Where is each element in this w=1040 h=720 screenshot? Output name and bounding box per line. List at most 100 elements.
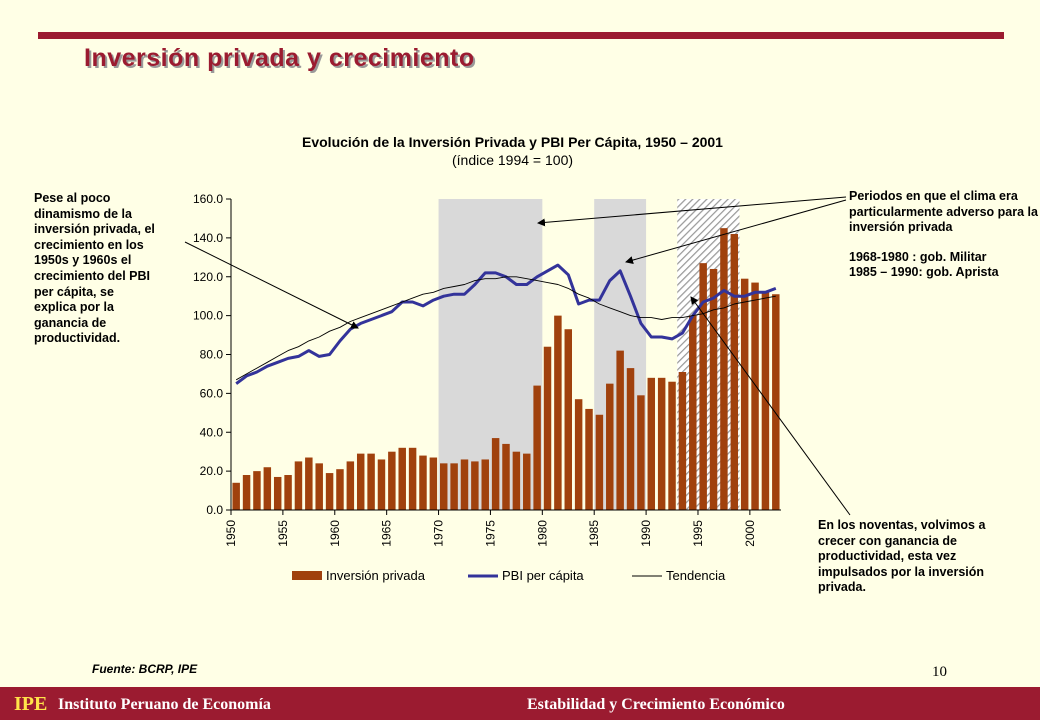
bar-inversion [502, 443, 510, 510]
bar-inversion [616, 350, 624, 510]
annotation-arrow [537, 196, 847, 227]
bar-inversion [481, 459, 489, 510]
chart-subtitle: (índice 1994 = 100) [451, 152, 574, 168]
bar-inversion [273, 476, 282, 510]
bar-inversion [450, 463, 458, 510]
bar-inversion [325, 473, 334, 510]
bar-inversion [543, 346, 552, 510]
bar-inversion [491, 438, 500, 510]
y-tick-label: 160.0 [193, 192, 223, 206]
x-tick-label: 1955 [276, 520, 290, 547]
bar-inversion [305, 457, 313, 510]
left-annotation: Pese al poco dinamismo de la inversión p… [34, 191, 155, 346]
bar-inversion [637, 395, 645, 510]
bar-inversion [440, 463, 448, 510]
x-tick-label: 1975 [483, 520, 497, 547]
bar-inversion [460, 459, 469, 510]
bar-inversion [232, 482, 240, 510]
legend-label-trend: Tendencia [666, 568, 726, 583]
bar-inversion [336, 469, 344, 510]
x-tick-label: 1965 [380, 520, 394, 547]
footer-bar: IPE Instituto Peruano de Economía Estabi… [0, 687, 1040, 720]
period-military: 1968-1980 : gob. Militar [849, 249, 987, 264]
bar-inversion [533, 385, 541, 510]
ipe-logo: IPE [14, 693, 48, 715]
institute-name: Instituto Peruano de Economía [58, 696, 271, 713]
bar-inversion [523, 453, 531, 510]
y-tick-label: 60.0 [200, 386, 224, 400]
bar-inversion [657, 377, 666, 510]
bar-inversion [512, 451, 521, 510]
bar-inversion [699, 263, 707, 510]
source-note: Fuente: BCRP, IPE [92, 662, 198, 676]
bar-inversion [761, 292, 770, 510]
annotation-arrow [690, 296, 851, 516]
trend-line [235, 276, 776, 381]
bar-inversion [554, 315, 562, 510]
bar-inversion [678, 371, 687, 510]
bar-inversion [564, 329, 572, 510]
annotation-arrow [184, 241, 359, 329]
bar-inversion [751, 282, 759, 510]
y-tick-label: 20.0 [200, 464, 224, 478]
y-tick-label: 100.0 [193, 309, 223, 323]
right-annotation: Periodos en que el clima era particularm… [849, 189, 1039, 281]
bar-inversion [284, 475, 292, 510]
annotation-arrow [625, 199, 847, 264]
y-tick-label: 0.0 [206, 503, 223, 517]
bar-inversion [772, 294, 780, 510]
top-accent-bar [38, 32, 1004, 39]
bar-inversion [367, 453, 375, 510]
bar-inversion [574, 399, 583, 510]
bar-inversion [709, 268, 718, 510]
bar-inversion [294, 461, 303, 510]
right-annotation-text: Periodos en que el clima era particularm… [849, 189, 1038, 235]
x-tick-label: 1990 [639, 520, 653, 547]
period-aprista: 1985 – 1990: gob. Aprista [849, 265, 999, 280]
legend-swatch-inversion [292, 571, 322, 580]
bar-inversion [419, 455, 427, 510]
bar-inversion [253, 471, 261, 510]
bar-inversion [471, 461, 479, 510]
y-tick-label: 80.0 [200, 348, 224, 362]
x-tick-label: 1995 [691, 520, 705, 547]
chart-title: Evolución de la Inversión Privada y PBI … [302, 134, 723, 150]
footer-tagline: Estabilidad y Crecimiento Económico [527, 696, 785, 713]
shaded-period [677, 199, 740, 510]
bar-inversion [585, 408, 593, 510]
bar-inversion [346, 461, 355, 510]
bar-inversion [242, 475, 251, 510]
bar-inversion [356, 453, 365, 510]
x-tick-label: 1980 [535, 520, 549, 547]
bar-inversion [689, 315, 697, 510]
x-tick-label: 1970 [432, 520, 446, 547]
bar-inversion [263, 467, 272, 510]
page-number: 10 [932, 664, 947, 680]
bar-inversion [626, 368, 635, 510]
bar-inversion [429, 457, 438, 510]
bar-inversion [388, 451, 396, 510]
bar-inversion [595, 414, 604, 510]
legend-label-inversion: Inversión privada [326, 568, 426, 583]
bar-inversion [647, 377, 656, 510]
bar-inversion [408, 447, 417, 510]
x-tick-label: 2000 [743, 520, 757, 547]
bar-inversion [730, 233, 739, 511]
bar-inversion [606, 383, 614, 510]
bar-inversion [377, 459, 386, 510]
slide-title: Inversión privada y crecimiento [84, 44, 475, 72]
x-tick-label: 1950 [224, 520, 238, 547]
y-tick-label: 40.0 [200, 425, 224, 439]
x-tick-label: 1985 [587, 520, 601, 547]
y-tick-label: 140.0 [193, 231, 223, 245]
bar-inversion [398, 447, 406, 510]
legend-label-pbi: PBI per cápita [502, 568, 584, 583]
bar-inversion [720, 228, 728, 510]
x-tick-label: 1960 [328, 520, 342, 547]
bar-inversion [668, 381, 676, 510]
bar-inversion [740, 278, 749, 510]
bottom-annotation: En los noventas, volvimos a crecer con g… [818, 518, 986, 595]
y-tick-label: 120.0 [193, 270, 223, 284]
bar-inversion [315, 463, 323, 510]
